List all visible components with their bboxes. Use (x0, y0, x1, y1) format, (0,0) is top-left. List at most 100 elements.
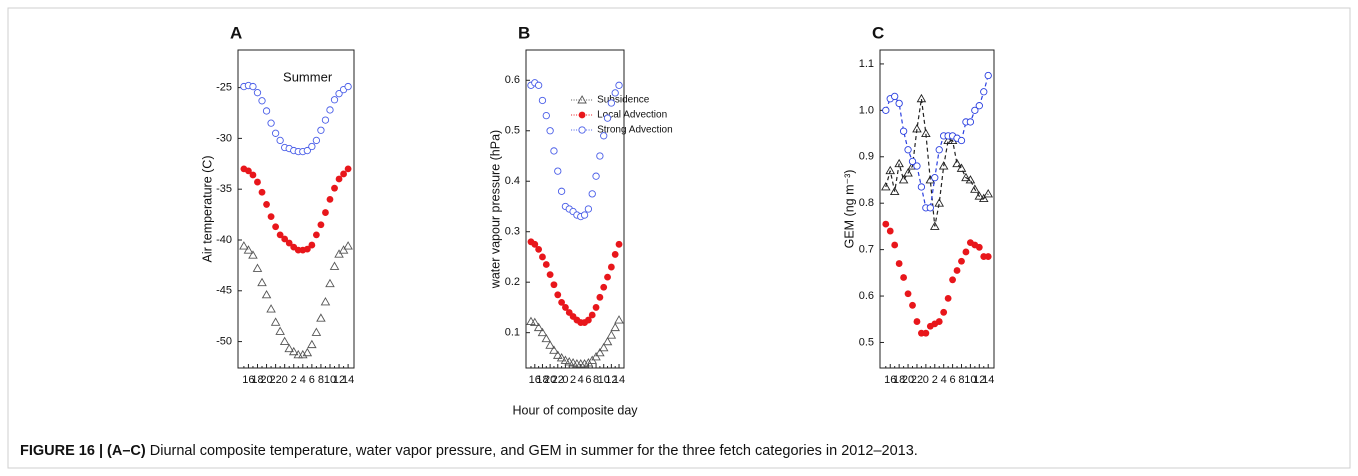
y-axis-label: water vapour pressure (hPa) (488, 130, 502, 289)
y-tick-label: 0.5 (859, 336, 874, 348)
marker-circle (326, 106, 334, 114)
marker-dot (535, 245, 543, 253)
marker-circle (899, 127, 908, 135)
marker-circle (253, 89, 262, 97)
marker-dot (276, 231, 284, 239)
caption-text: Diurnal composite temperature, water vap… (146, 443, 918, 459)
marker-dot (263, 201, 270, 208)
y-axis-label: Air temperature (C) (200, 156, 214, 263)
marker-circle (891, 92, 899, 101)
y-tick-label: 0.6 (859, 290, 874, 302)
marker-dot (285, 239, 293, 247)
marker-triangle (284, 343, 294, 353)
annotation: Summer (283, 69, 333, 84)
marker-circle (984, 71, 992, 80)
marker-circle (600, 132, 608, 140)
y-tick-label: 1.1 (859, 58, 874, 70)
marker-triangle (545, 340, 555, 349)
marker-dot (940, 308, 948, 316)
marker-dot (596, 293, 604, 301)
marker-dot (975, 243, 983, 251)
x-tick-label: 0 (923, 374, 929, 386)
marker-circle (249, 82, 257, 91)
marker-dot (958, 257, 965, 265)
marker-triangle (279, 336, 290, 346)
x-tick-label: 16 (884, 374, 896, 386)
marker-circle (904, 146, 912, 154)
y-tick-label: -50 (216, 335, 232, 347)
marker-circle (258, 97, 266, 105)
y-tick-label: 1.0 (859, 104, 874, 116)
marker-dot (909, 301, 916, 309)
marker-dot (254, 178, 261, 186)
marker-circle (935, 146, 943, 154)
marker-dot (592, 304, 600, 311)
marker-triangle (579, 359, 590, 368)
marker-circle (975, 102, 983, 110)
marker-circle (557, 187, 566, 195)
marker-triangle (889, 186, 900, 196)
x-tick-label: 2 (932, 374, 938, 386)
marker-circle (271, 129, 280, 137)
marker-dot (344, 165, 352, 173)
marker-triangle (885, 165, 896, 175)
x-tick-label: 6 (585, 374, 591, 386)
marker-triangle (974, 191, 985, 200)
marker-triangle (591, 351, 601, 361)
marker-dot (913, 318, 921, 325)
marker-triangle (938, 161, 949, 170)
marker-triangle (614, 315, 624, 324)
marker-circle (276, 136, 284, 145)
marker-dot (886, 227, 894, 235)
legend-label: Local Advection (597, 110, 667, 121)
marker-circle (534, 81, 543, 89)
marker-circle (926, 204, 934, 212)
marker-dot (272, 223, 280, 231)
legend-label: Strong Advection (597, 125, 673, 136)
x-tick-label: 10 (598, 374, 610, 386)
marker-dot (962, 248, 970, 256)
plot-frame (525, 49, 625, 369)
marker-dot (900, 274, 908, 281)
marker-triangle (320, 297, 331, 306)
marker-circle (308, 142, 316, 151)
x-tick-label: 4 (300, 374, 306, 386)
caption-label: FIGURE 16 | (A–C) (20, 443, 146, 459)
marker-triangle (257, 277, 267, 287)
marker-circle (554, 167, 562, 175)
marker-triangle (602, 336, 613, 346)
marker-dot (249, 171, 257, 179)
x-tick-label: 8 (958, 374, 964, 386)
panel-letter: C (872, 23, 884, 42)
marker-triangle (311, 327, 322, 336)
marker-triangle (343, 241, 353, 250)
marker-triangle (533, 322, 544, 332)
marker-triangle (288, 346, 299, 356)
x-tick-label: 18 (251, 374, 263, 386)
marker-dot (562, 304, 569, 311)
marker-circle (312, 136, 321, 145)
marker-triangle (978, 193, 989, 203)
marker-dot (335, 175, 343, 183)
marker-dot (542, 261, 550, 268)
marker-triangle (970, 184, 980, 193)
marker-circle (966, 118, 975, 126)
marker-triangle (929, 221, 940, 230)
marker-circle (908, 157, 917, 166)
marker-dot (546, 271, 554, 279)
x-tick-label: 22 (911, 374, 923, 386)
marker-circle (344, 82, 352, 91)
x-tick-label: 18 (536, 374, 548, 386)
marker-triangle (894, 158, 904, 168)
marker-dot (891, 241, 899, 249)
x-tick-label: 16 (529, 374, 541, 386)
x-tick-label: 16 (242, 374, 254, 386)
marker-triangle (961, 172, 971, 182)
marker-triangle (275, 326, 285, 335)
x-tick-label: 12 (333, 374, 345, 386)
x-tick-label: 14 (982, 374, 994, 386)
marker-triangle (239, 241, 249, 250)
x-tick-label: 10 (324, 374, 336, 386)
marker-triangle (598, 342, 609, 352)
x-tick-label: 8 (318, 374, 324, 386)
